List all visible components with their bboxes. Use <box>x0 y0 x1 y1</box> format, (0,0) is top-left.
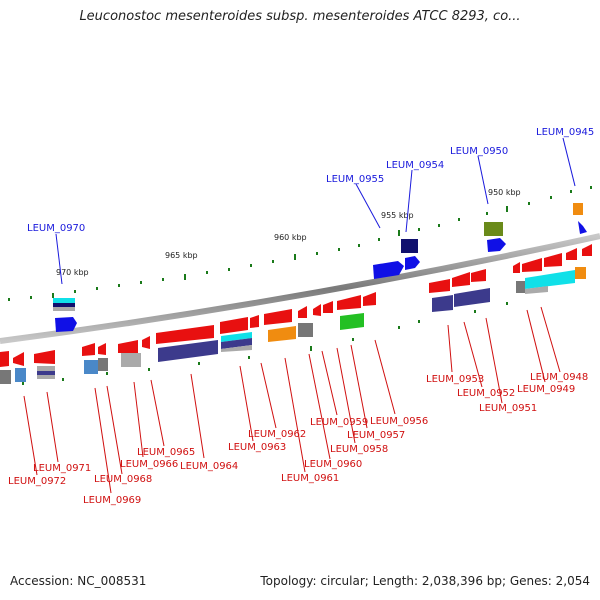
scale-label: 965 kbp <box>165 251 198 260</box>
gene-feature[interactable] <box>487 238 506 252</box>
gene-feature[interactable] <box>429 279 450 293</box>
gene-feature[interactable] <box>0 370 11 384</box>
genome-backbone <box>0 233 600 344</box>
gene-label[interactable]: LEUM_0965 <box>137 447 195 458</box>
gene-feature[interactable] <box>313 304 321 316</box>
gene-feature[interactable] <box>121 353 141 367</box>
gene-feature[interactable] <box>566 248 577 260</box>
gene-feature[interactable] <box>337 295 361 310</box>
gene-feature[interactable] <box>516 281 525 293</box>
gene-feature[interactable] <box>578 221 587 234</box>
gene-feature[interactable] <box>55 317 77 332</box>
scale-label: 960 kbp <box>274 233 307 242</box>
scale-label: 955 kbp <box>381 211 414 220</box>
gene-feature[interactable] <box>264 309 292 325</box>
gene-feature[interactable] <box>37 375 55 379</box>
scale-label: 950 kbp <box>488 188 521 197</box>
gene-feature[interactable] <box>98 358 108 371</box>
gene-feature[interactable] <box>221 345 252 352</box>
gene-feature[interactable] <box>0 351 9 367</box>
gene-label[interactable]: LEUM_0961 <box>281 473 339 484</box>
gene-feature[interactable] <box>13 352 24 366</box>
gene-feature[interactable] <box>118 340 138 353</box>
gene-feature[interactable] <box>484 222 503 236</box>
gene-label[interactable]: LEUM_0969 <box>83 495 141 506</box>
gene-label[interactable]: LEUM_0972 <box>8 476 66 487</box>
gene-feature[interactable] <box>82 343 95 356</box>
gene-feature[interactable] <box>84 360 98 374</box>
gene-feature[interactable] <box>573 203 583 215</box>
gene-feature[interactable] <box>575 267 586 279</box>
gene-feature[interactable] <box>401 239 418 253</box>
gene-label[interactable]: LEUM_0948 <box>530 372 588 383</box>
gene-feature[interactable] <box>323 301 333 313</box>
gene-feature[interactable] <box>363 292 376 306</box>
gene-feature[interactable] <box>522 258 542 272</box>
gene-label[interactable]: LEUM_0970 <box>27 223 85 234</box>
gene-feature[interactable] <box>340 313 364 330</box>
gene-feature[interactable] <box>268 326 296 342</box>
gene-label[interactable]: LEUM_0954 <box>386 160 444 171</box>
gene-feature[interactable] <box>37 366 55 371</box>
gene-feature[interactable] <box>405 256 420 270</box>
gene-feature[interactable] <box>221 332 252 342</box>
gene-label[interactable]: LEUM_0950 <box>450 146 508 157</box>
gene-label[interactable]: LEUM_0953 <box>426 374 484 385</box>
gene-label[interactable]: LEUM_0958 <box>330 444 388 455</box>
gene-label[interactable]: LEUM_0962 <box>248 429 306 440</box>
gene-label[interactable]: LEUM_0959 <box>310 417 368 428</box>
gene-label[interactable]: LEUM_0964 <box>180 461 238 472</box>
gene-feature[interactable] <box>156 325 214 344</box>
gene-feature[interactable] <box>142 336 150 349</box>
gene-label[interactable]: LEUM_0949 <box>517 384 575 395</box>
gene-feature[interactable] <box>34 350 55 364</box>
gene-feature[interactable] <box>15 368 26 382</box>
gene-feature[interactable] <box>471 269 486 282</box>
gene-label[interactable]: LEUM_0952 <box>457 388 515 399</box>
gene-feature[interactable] <box>544 253 562 267</box>
gene-label[interactable]: LEUM_0945 <box>536 127 594 138</box>
gene-label[interactable]: LEUM_0966 <box>120 459 178 470</box>
gene-feature[interactable] <box>513 262 520 273</box>
accession-text: Accession: NC_008531 <box>10 574 147 588</box>
gene-feature[interactable] <box>98 343 106 355</box>
gene-label[interactable]: LEUM_0963 <box>228 442 286 453</box>
gene-feature[interactable] <box>250 315 259 328</box>
gene-feature[interactable] <box>525 270 575 289</box>
map-title: Leuconostoc mesenteroides subsp. mesente… <box>79 9 521 24</box>
gene-label[interactable]: LEUM_0951 <box>479 403 537 414</box>
gene-feature[interactable] <box>53 303 75 307</box>
reverse-genes[interactable] <box>0 244 592 384</box>
lower-scale-track <box>22 302 508 385</box>
gene-feature[interactable] <box>298 306 307 318</box>
scale-label: 970 kbp <box>56 268 89 277</box>
gene-feature[interactable] <box>454 288 490 307</box>
gene-feature[interactable] <box>37 371 55 375</box>
gene-feature[interactable] <box>221 338 252 349</box>
gene-feature[interactable] <box>53 307 75 311</box>
gene-label[interactable]: LEUM_0960 <box>304 459 362 470</box>
gene-feature[interactable] <box>220 317 248 334</box>
gene-label[interactable]: LEUM_0955 <box>326 174 384 185</box>
lower-gene-labels[interactable]: LEUM_0972 LEUM_0971 LEUM_0969 LEUM_0968 … <box>8 372 588 506</box>
gene-feature[interactable] <box>432 295 453 312</box>
gene-feature[interactable] <box>582 244 592 256</box>
upper-label-lines <box>55 137 576 285</box>
gene-label[interactable]: LEUM_0957 <box>347 430 405 441</box>
lower-label-lines <box>23 306 561 494</box>
gene-feature[interactable] <box>525 286 548 294</box>
gene-feature[interactable] <box>53 298 75 303</box>
gene-label[interactable]: LEUM_0971 <box>33 463 91 474</box>
scale-track <box>8 186 592 301</box>
gene-label[interactable]: LEUM_0968 <box>94 474 152 485</box>
gene-feature[interactable] <box>158 340 218 362</box>
gene-feature[interactable] <box>373 261 404 279</box>
forward-genes[interactable] <box>53 203 587 332</box>
gene-label[interactable]: LEUM_0956 <box>370 416 428 427</box>
gene-feature[interactable] <box>452 272 470 287</box>
topology-summary: Topology: circular; Length: 2,038,396 bp… <box>260 574 590 588</box>
gene-feature[interactable] <box>298 323 313 337</box>
